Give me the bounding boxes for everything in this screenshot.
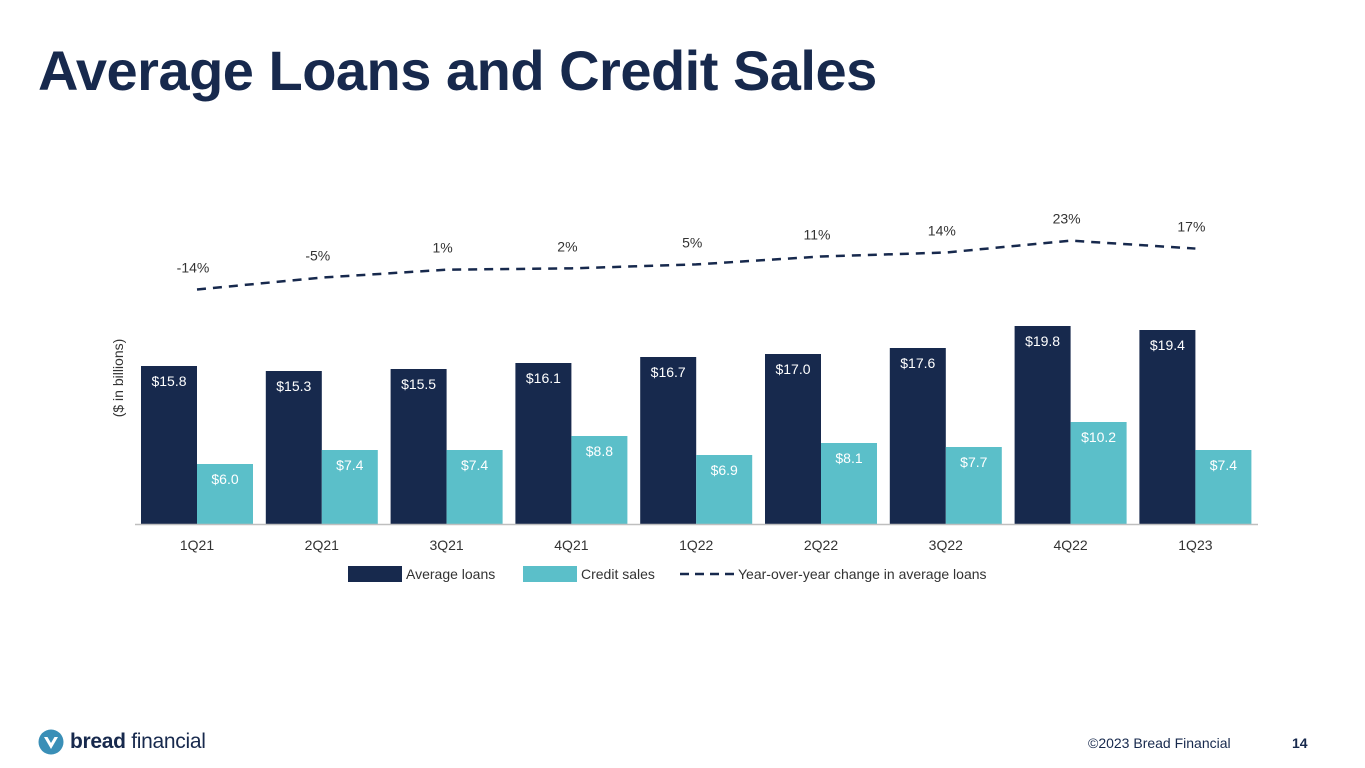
x-tick-label: 3Q21	[429, 537, 463, 553]
legend-label-credit-sales: Credit sales	[581, 566, 655, 582]
bar-credit-sales	[571, 436, 628, 524]
x-tick-label: 4Q22	[1053, 537, 1087, 553]
data-label-yoy-change: 17%	[1177, 219, 1205, 235]
data-label-yoy-change: 1%	[432, 240, 452, 256]
bar-average-loans	[390, 369, 447, 524]
bar-average-loans	[889, 348, 946, 524]
data-label-average-loans: $15.3	[276, 378, 311, 394]
x-tick-label: 4Q21	[554, 537, 588, 553]
bar-average-loans	[1014, 326, 1071, 524]
bar-credit-sales	[821, 443, 877, 524]
legend-label-yoy-change: Year-over-year change in average loans	[738, 566, 987, 582]
logo-word-bold: bread	[70, 730, 126, 753]
data-label-yoy-change: 23%	[1053, 211, 1081, 227]
x-tick-label: 2Q22	[804, 537, 838, 553]
data-label-credit-sales: $10.2	[1081, 429, 1116, 445]
data-label-yoy-change: 11%	[804, 226, 831, 242]
data-label-yoy-change: -14%	[177, 259, 210, 275]
data-label-credit-sales: $7.7	[960, 454, 987, 470]
data-label-average-loans: $16.7	[651, 364, 686, 380]
y-axis-label: ($ in billions)	[110, 339, 126, 418]
data-label-credit-sales: $6.9	[711, 462, 738, 478]
bar-average-loans	[765, 354, 821, 524]
data-label-yoy-change: 5%	[682, 234, 702, 250]
x-tick-label: 1Q23	[1178, 537, 1212, 553]
bar-credit-sales	[446, 450, 503, 524]
data-label-average-loans: $16.1	[526, 370, 561, 386]
legend-swatch-average-loans	[348, 566, 402, 582]
bar-average-loans	[515, 363, 572, 524]
bar-chart: $15.8 $6.0 1Q21 $15.3 $7.4 2Q21 $15.5 $7.4 3Q21 $…	[110, 211, 1258, 582]
data-label-credit-sales: $6.0	[211, 471, 238, 487]
bar-average-loans	[640, 357, 697, 524]
data-label-yoy-change: -5%	[305, 248, 330, 264]
bar-credit-sales	[197, 464, 253, 524]
data-label-credit-sales: $8.1	[835, 450, 862, 466]
data-label-average-loans: $17.0	[775, 361, 810, 377]
data-label-yoy-change: 14%	[928, 223, 956, 239]
page-number: 14	[1292, 735, 1308, 751]
x-tick-label: 1Q21	[180, 537, 214, 553]
x-tick-label: 2Q21	[305, 537, 339, 553]
data-label-credit-sales: $7.4	[1210, 457, 1237, 473]
bar-average-loans	[265, 371, 322, 524]
bar-credit-sales	[321, 450, 378, 524]
legend-swatch-credit-sales	[523, 566, 577, 582]
copyright-text: ©2023 Bread Financial	[1088, 735, 1231, 751]
brand-logo: bread financial	[38, 729, 206, 755]
data-label-average-loans: $15.5	[401, 376, 436, 392]
data-label-credit-sales: $7.4	[461, 457, 488, 473]
data-label-average-loans: $19.8	[1025, 333, 1060, 349]
x-tick-label: 3Q22	[929, 537, 963, 553]
logo-word-light: financial	[131, 730, 206, 753]
x-tick-label: 1Q22	[679, 537, 713, 553]
data-label-average-loans: $17.6	[900, 355, 935, 371]
bar-credit-sales	[1195, 450, 1252, 524]
bar-credit-sales	[945, 447, 1002, 524]
bar-credit-sales	[696, 455, 753, 524]
legend-label-average-loans: Average loans	[406, 566, 495, 582]
bar-average-loans	[141, 366, 197, 524]
data-label-credit-sales: $7.4	[336, 457, 363, 473]
data-label-yoy-change: 2%	[557, 238, 577, 254]
data-label-average-loans: $15.8	[151, 373, 186, 389]
bar-credit-sales	[1070, 422, 1127, 524]
data-label-average-loans: $19.4	[1150, 337, 1185, 353]
bar-average-loans	[1139, 330, 1196, 524]
bread-financial-logo-icon	[38, 729, 64, 755]
page-title: Average Loans and Credit Sales	[38, 39, 877, 102]
data-label-credit-sales: $8.8	[586, 443, 613, 459]
